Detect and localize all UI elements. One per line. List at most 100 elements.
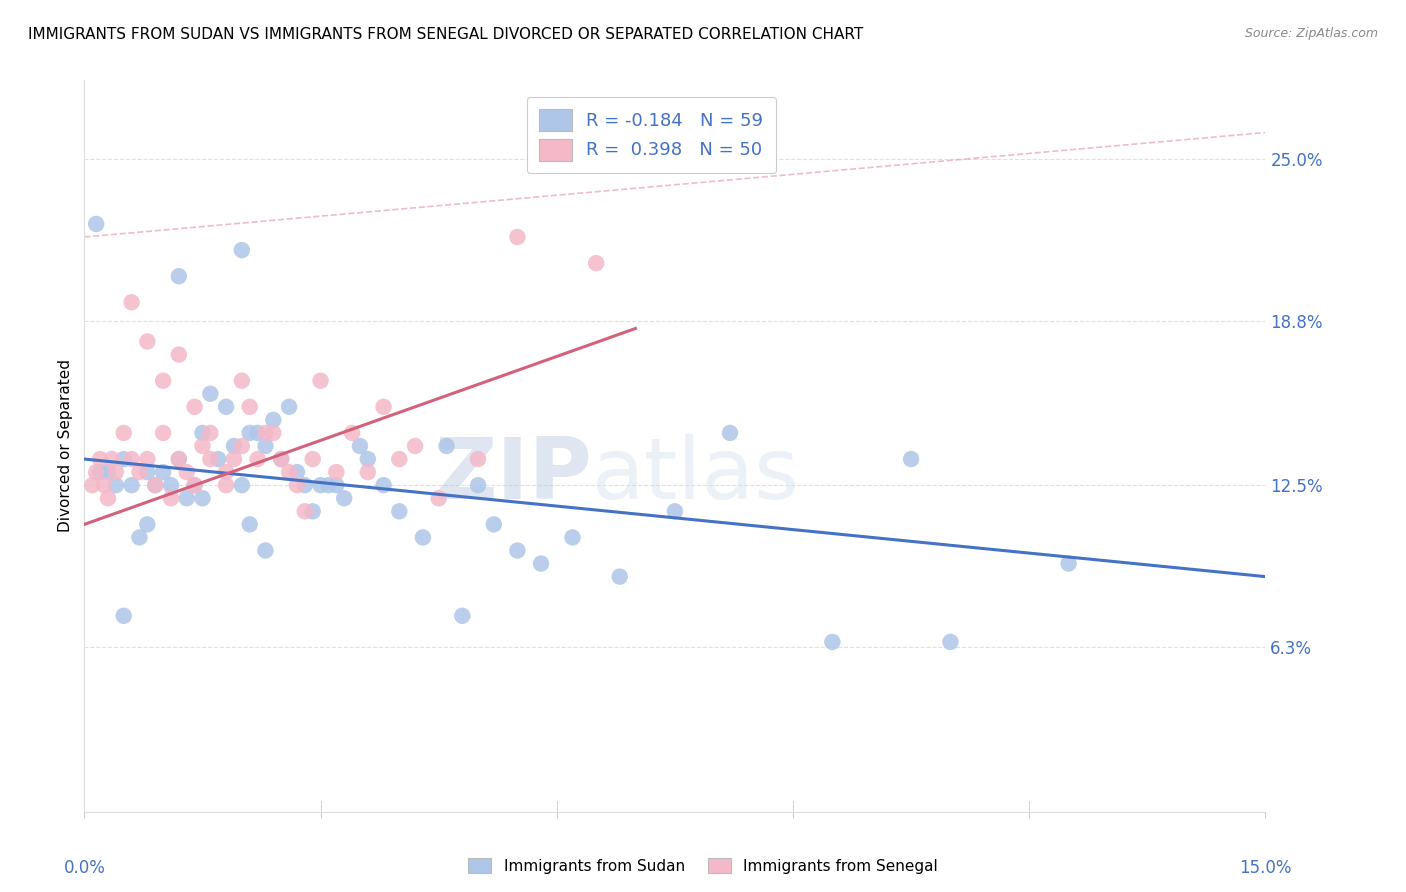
Text: Source: ZipAtlas.com: Source: ZipAtlas.com [1244,27,1378,40]
Text: ZIP: ZIP [434,434,592,516]
Point [84,465,107,479]
Point [231,478,253,492]
Point [285,465,308,479]
Point [183,400,205,414]
Point [136,517,159,532]
Point [333,491,356,506]
Point [128,465,150,479]
Point [270,452,292,467]
Point [482,517,505,532]
Point [506,230,529,244]
Point [104,465,127,479]
Point [585,256,607,270]
Point [388,504,411,518]
Point [270,452,292,467]
Point [1057,557,1080,571]
Text: 0.0%: 0.0% [63,859,105,877]
Point [340,425,363,440]
Point [436,439,458,453]
Point [239,517,262,532]
Text: IMMIGRANTS FROM SUDAN VS IMMIGRANTS FROM SENEGAL DIVORCED OR SEPARATED CORRELATI: IMMIGRANTS FROM SUDAN VS IMMIGRANTS FROM… [28,27,863,42]
Point [152,465,174,479]
Point [200,425,222,440]
Point [278,465,301,479]
Point [285,478,308,492]
Point [152,374,174,388]
Legend: Immigrants from Sudan, Immigrants from Senegal: Immigrants from Sudan, Immigrants from S… [463,852,943,880]
Text: atlas: atlas [592,434,800,516]
Point [112,425,135,440]
Point [262,413,284,427]
Point [294,478,316,492]
Point [112,608,135,623]
Point [246,452,269,467]
Point [530,557,553,571]
Point [718,425,741,440]
Point [262,425,284,440]
Point [357,465,380,479]
Point [325,478,347,492]
Point [104,478,127,492]
Point [200,386,222,401]
Point [167,452,190,467]
Point [301,452,323,467]
Point [318,478,340,492]
Point [191,425,214,440]
Point [609,569,631,583]
Point [254,543,277,558]
Point [427,491,450,506]
Point [561,530,583,544]
Point [93,478,115,492]
Point [112,452,135,467]
Point [152,425,174,440]
Point [231,243,253,257]
Point [349,439,371,453]
Point [136,334,159,349]
Point [357,452,380,467]
Y-axis label: Divorced or Separated: Divorced or Separated [58,359,73,533]
Point [246,425,269,440]
Point [373,478,395,492]
Point [373,400,395,414]
Point [136,465,159,479]
Point [89,452,111,467]
Point [101,452,124,467]
Point [467,452,489,467]
Point [239,425,262,440]
Point [900,452,922,467]
Point [183,478,205,492]
Point [121,452,143,467]
Point [191,491,214,506]
Point [664,504,686,518]
Point [167,269,190,284]
Point [136,452,159,467]
Point [97,491,120,506]
Point [278,400,301,414]
Point [176,491,198,506]
Point [325,465,347,479]
Point [121,295,143,310]
Point [82,478,104,492]
Point [176,465,198,479]
Point [121,478,143,492]
Point [128,530,150,544]
Point [239,400,262,414]
Point [404,439,426,453]
Point [160,478,183,492]
Point [309,374,332,388]
Point [191,439,214,453]
Point [143,478,166,492]
Point [84,217,107,231]
Point [143,478,166,492]
Point [160,491,183,506]
Point [451,608,474,623]
Point [215,478,238,492]
Point [89,465,111,479]
Point [506,543,529,558]
Point [821,635,844,649]
Point [388,452,411,467]
Point [301,504,323,518]
Point [412,530,434,544]
Point [167,348,190,362]
Point [97,465,120,479]
